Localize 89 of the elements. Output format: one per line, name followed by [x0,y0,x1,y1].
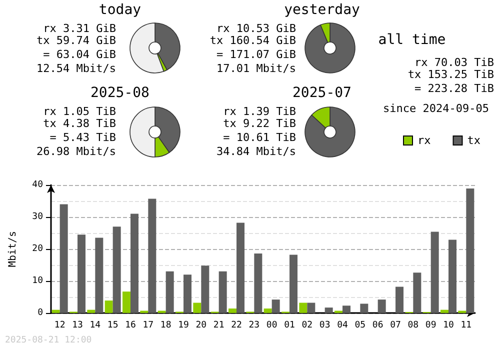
bar [60,204,68,313]
text: tx 4.38 TiB [42,117,116,130]
text: 12.54 Mbit/s [36,62,116,75]
bar [112,226,121,313]
bar [78,234,86,313]
bar [378,300,386,313]
x-tick-label: 04 [337,320,348,330]
bar [396,286,404,313]
text: rx 70.03 TiB [414,56,494,69]
y-tick-label: 10 [32,276,43,286]
bar [52,310,60,313]
y-tick-label: 20 [32,244,43,254]
x-tick-label: 07 [390,320,401,330]
chart-title: yesterday [283,2,361,18]
bar [254,253,262,313]
bar [130,214,138,313]
x-tick-label: 02 [302,320,313,330]
text: since 2024-09-05 [382,102,490,115]
bar [413,272,422,313]
chart-title: today [98,2,142,18]
x-tick-label: 01 [284,320,295,330]
text: 34.84 Mbit/s [216,145,296,158]
text: all time [377,32,447,48]
x-tick-label: 18 [160,320,172,330]
y-tick-label: 0 [38,308,43,318]
x-tick-label: 11 [460,320,472,330]
x-tick-label: 13 [72,320,83,330]
bar [342,306,350,313]
y-tick-label: 40 [32,180,43,190]
text: = 10.61 TiB [222,131,296,144]
text: tx 59.74 GiB [36,34,116,47]
bar [307,302,316,313]
text: = 63.04 GiB [42,48,116,61]
bar [228,308,236,313]
x-tick-label: 20 [196,320,207,330]
bar [448,240,456,313]
x-tick-label: 22 [231,320,242,330]
x-tick-label: 05 [354,320,366,330]
text: tx 9.22 TiB [222,117,296,130]
bar [218,271,227,313]
legend-label: tx [467,134,481,147]
text: tx 153.25 TiB [406,68,494,81]
bar [290,254,298,313]
bar [104,300,113,313]
x-tick-label: 08 [408,320,419,330]
x-tick-label: 14 [90,320,101,330]
bar [193,302,202,313]
bar [166,271,174,313]
bar [272,300,280,313]
chart-title: 2025-08 [89,85,150,101]
text: = 171.07 GiB [216,48,296,61]
x-tick-label: 19 [178,320,189,330]
x-tick-label: 00 [266,320,278,330]
bar [184,274,192,313]
x-tick-label: 06 [372,320,384,330]
chart-title: 2025-07 [291,85,352,101]
text: rx 1.39 TiB [222,105,296,118]
bar [299,302,308,313]
text: = 223.28 TiB [414,82,494,95]
bar [440,310,448,313]
bar [324,308,333,313]
x-tick-label: 17 [142,320,154,330]
bar [236,222,244,313]
x-tick-label: 23 [248,320,260,330]
y-axis-title: Mbit/s [8,230,18,268]
x-tick-label: 12 [54,320,66,330]
x-tick-label: 09 [425,320,436,330]
text: 17.01 Mbit/s [216,62,296,75]
bar [87,310,96,313]
text: rx 3.31 GiB [42,22,116,35]
text: rx 10.53 GiB [216,22,296,35]
y-tick-label: 30 [32,212,43,222]
x-tick-label: 21 [213,320,224,330]
text: = 5.43 TiB [48,131,116,144]
x-tick-label: 10 [443,320,454,330]
bar [360,304,368,313]
text: 26.98 Mbit/s [36,145,116,158]
bar [201,266,210,313]
bar [122,292,130,313]
bar [95,238,104,313]
bar [148,198,156,313]
x-tick-label: 15 [107,320,118,330]
text: rx 1.05 TiB [42,105,116,118]
text: tx 160.54 GiB [208,34,296,47]
x-tick-label: 03 [319,320,330,330]
bar [430,232,439,313]
legend-label: rx [418,134,432,147]
bar [264,308,272,313]
x-tick-label: 16 [125,320,136,330]
